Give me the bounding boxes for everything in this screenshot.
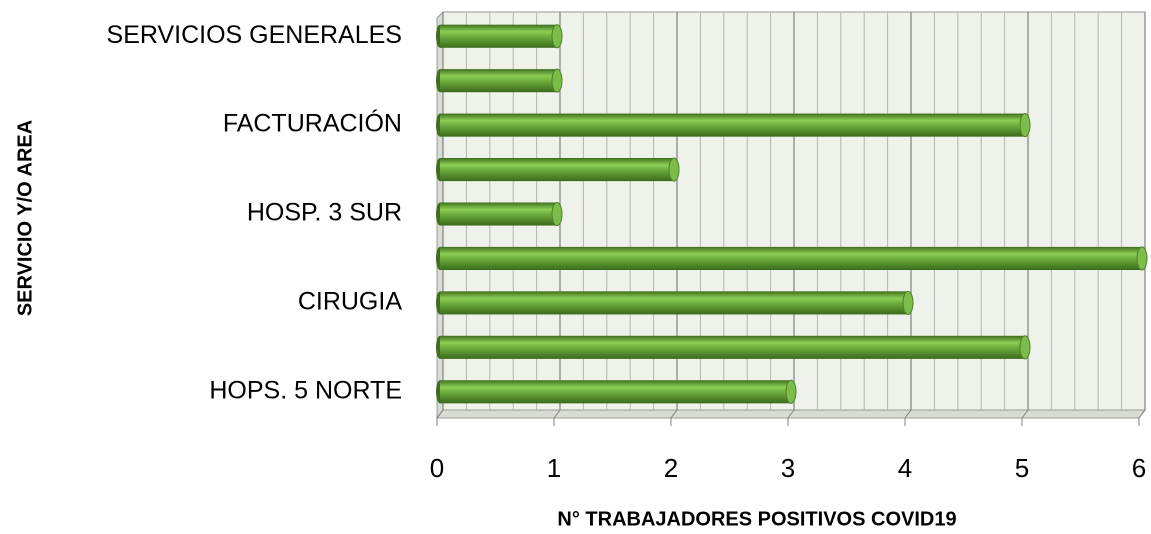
x-tick-label: 2: [664, 453, 678, 483]
bar-cap: [785, 379, 797, 404]
bar: [440, 291, 908, 315]
floor-grid-line: [904, 409, 912, 419]
x-tick-label: 0: [430, 453, 444, 483]
x-tick-label: 1: [547, 453, 561, 483]
bar: [440, 380, 791, 404]
floor-grid-line: [553, 409, 561, 419]
bar-cap: [551, 24, 563, 49]
floor-grid-line: [1021, 409, 1029, 419]
floor-grid-line: [670, 409, 678, 419]
y-axis-title: SERVICIO Y/O AREA: [14, 120, 36, 316]
bar: [440, 113, 1025, 137]
bar: [440, 246, 1142, 270]
bar: [440, 24, 557, 48]
y-tick-label: SERVICIOS GENERALES: [107, 21, 402, 49]
bar-cap: [551, 68, 563, 93]
y-tick-label: HOPS. 5 NORTE: [209, 376, 402, 404]
bar-cap: [668, 157, 680, 182]
bar-cap: [1019, 113, 1031, 138]
bar-cap: [1019, 335, 1031, 360]
bar: [440, 69, 557, 93]
x-tick-label: 4: [898, 453, 912, 483]
bar: [440, 335, 1025, 359]
x-tick-label: 3: [781, 453, 795, 483]
y-tick-label: HOSP. 3 SUR: [247, 199, 402, 227]
bar-cap: [902, 290, 914, 315]
floor-grid-line: [787, 409, 795, 419]
floor-grid-line: [1138, 409, 1146, 419]
floor-grid-line: [436, 409, 444, 419]
x-axis-title: N° TRABAJADORES POSITIVOS COVID19: [557, 508, 956, 530]
x-tick-label: 5: [1015, 453, 1029, 483]
bar-cap: [1136, 246, 1148, 271]
bar: [440, 202, 557, 226]
x-tick-label: 6: [1132, 453, 1146, 483]
bar: [440, 158, 674, 182]
y-tick-label: CIRUGIA: [298, 287, 403, 315]
bar-cap: [551, 201, 563, 227]
y-tick-label: FACTURACIÓN: [223, 109, 402, 138]
